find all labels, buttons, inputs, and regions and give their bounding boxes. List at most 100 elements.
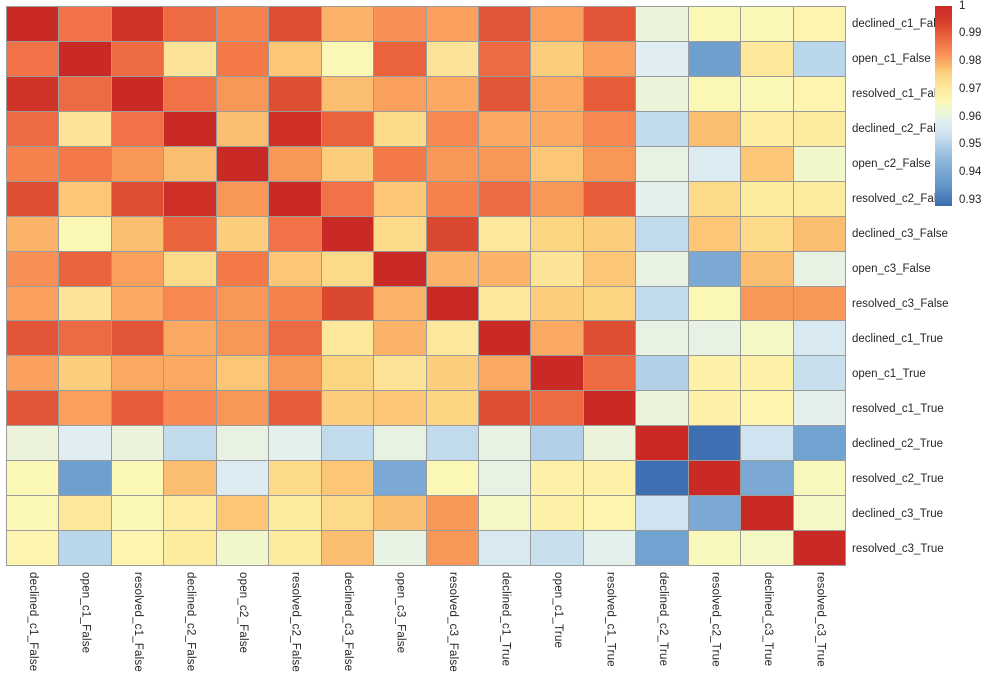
heatmap-cell: [793, 41, 845, 76]
heatmap-cell: [7, 321, 59, 356]
heatmap-cell: [531, 286, 583, 321]
heatmap-cell: [59, 251, 111, 286]
heatmap-cell: [636, 531, 688, 565]
heatmap-cell: [426, 251, 478, 286]
heatmap-cell: [636, 461, 688, 496]
colorbar-tick-label: 0.98: [959, 55, 982, 68]
heatmap-cell: [583, 146, 636, 181]
heatmap-cell: [583, 391, 636, 426]
x-tick-label: open_c1_False: [79, 572, 92, 654]
heatmap-cell: [7, 531, 59, 565]
heatmap-grid: [6, 6, 846, 566]
heatmap-cell: [426, 181, 478, 216]
heatmap-cell: [111, 286, 164, 321]
heatmap-cell: [478, 496, 531, 531]
heatmap-cell: [688, 461, 741, 496]
heatmap-cell: [111, 76, 164, 111]
colorbar-gradient: [935, 6, 952, 206]
heatmap-cell: [59, 76, 111, 111]
heatmap-cell: [478, 531, 531, 565]
heatmap-cell: [741, 461, 793, 496]
heatmap-cell: [741, 111, 793, 146]
heatmap-cell: [531, 531, 583, 565]
x-tick-label: resolved_c3_True: [814, 572, 827, 667]
heatmap-cell: [321, 181, 374, 216]
heatmap-cell: [741, 146, 793, 181]
heatmap-cell: [59, 216, 111, 251]
heatmap-cell: [7, 181, 59, 216]
heatmap-cell: [7, 111, 59, 146]
heatmap-cell: [793, 461, 845, 496]
heatmap-cell: [164, 321, 216, 356]
x-tick-label: declined_c3_False: [342, 572, 354, 672]
heatmap-cell: [269, 461, 321, 496]
heatmap-cell: [793, 286, 845, 321]
heatmap-cell: [531, 216, 583, 251]
heatmap-cell: [216, 41, 269, 76]
heatmap-cell: [164, 146, 216, 181]
heatmap-cell: [164, 391, 216, 426]
heatmap-cell: [636, 76, 688, 111]
heatmap-cell: [741, 426, 793, 461]
heatmap-cell: [374, 216, 426, 251]
heatmap-cell: [741, 531, 793, 565]
heatmap-cell: [111, 461, 164, 496]
heatmap-cell: [59, 111, 111, 146]
heatmap-cell: [793, 111, 845, 146]
y-tick-label: resolved_c1_False: [852, 87, 949, 100]
heatmap-cell: [636, 146, 688, 181]
heatmap-cell: [793, 146, 845, 181]
heatmap-cell: [269, 111, 321, 146]
heatmap-cell: [793, 216, 845, 251]
y-tick-label: open_c3_False: [852, 262, 931, 275]
heatmap-cell: [531, 146, 583, 181]
heatmap-cell: [478, 426, 531, 461]
heatmap-cell: [793, 321, 845, 356]
heatmap-cell: [111, 321, 164, 356]
heatmap-cell: [164, 496, 216, 531]
heatmap-cell: [426, 426, 478, 461]
heatmap-cell: [374, 251, 426, 286]
heatmap-cell: [426, 286, 478, 321]
heatmap-cell: [59, 41, 111, 76]
heatmap-cell: [269, 531, 321, 565]
heatmap-cell: [741, 41, 793, 76]
heatmap-cell: [478, 391, 531, 426]
heatmap-cell: [7, 76, 59, 111]
heatmap-cell: [636, 7, 688, 41]
heatmap-cell: [426, 76, 478, 111]
heatmap-cell: [111, 41, 164, 76]
heatmap-cell: [216, 251, 269, 286]
heatmap-cell: [7, 7, 59, 41]
heatmap-cell: [164, 41, 216, 76]
heatmap-cell: [321, 391, 374, 426]
heatmap-cell: [216, 181, 269, 216]
heatmap-cell: [741, 251, 793, 286]
heatmap-cell: [741, 286, 793, 321]
colorbar-tick-label: 0.99: [959, 27, 982, 40]
x-tick-label: resolved_c1_True: [604, 572, 617, 667]
heatmap-cell: [741, 76, 793, 111]
heatmap-cell: [636, 111, 688, 146]
heatmap-cell: [741, 496, 793, 531]
x-tick-label: declined_c3_True: [762, 572, 774, 667]
heatmap-cell: [426, 146, 478, 181]
heatmap-cell: [531, 461, 583, 496]
heatmap-cell: [321, 286, 374, 321]
heatmap-cell: [583, 76, 636, 111]
heatmap-cell: [583, 181, 636, 216]
x-tick-label: resolved_c3_False: [447, 572, 459, 672]
heatmap-cell: [216, 531, 269, 565]
heatmap-cell: [688, 251, 741, 286]
heatmap-cell: [688, 286, 741, 321]
heatmap-cell: [269, 181, 321, 216]
heatmap-cell: [216, 7, 269, 41]
heatmap-cell: [374, 41, 426, 76]
heatmap-cell: [688, 531, 741, 565]
heatmap-cell: [269, 76, 321, 111]
heatmap-cell: [426, 391, 478, 426]
heatmap-cell: [741, 216, 793, 251]
heatmap-cell: [478, 251, 531, 286]
heatmap-cell: [531, 321, 583, 356]
